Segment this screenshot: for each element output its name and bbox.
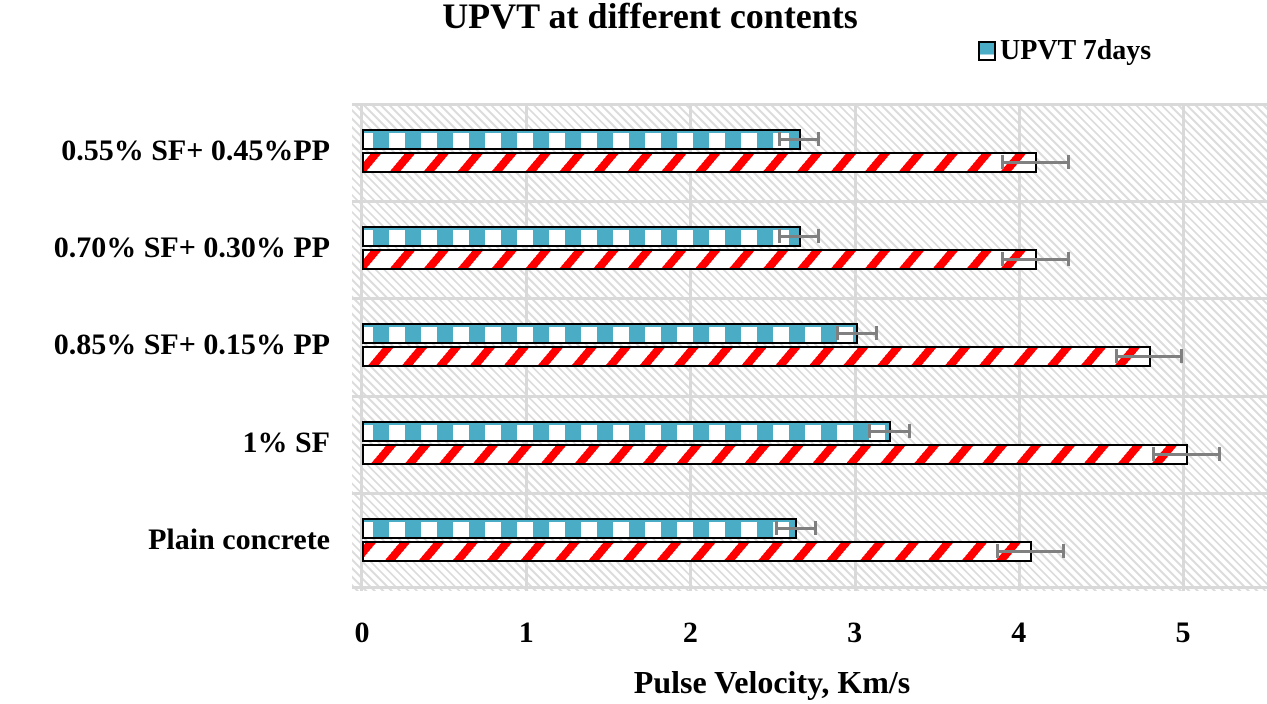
error-bar-cap xyxy=(1114,349,1118,364)
error-bar-cap xyxy=(874,326,878,341)
error-bar-cap xyxy=(907,423,911,438)
y-label: 0.55% SF+ 0.45%PP xyxy=(61,134,330,167)
error-bar xyxy=(836,332,876,336)
x-tick-2: 2 xyxy=(682,616,698,649)
gridline-y-0 xyxy=(352,103,1267,106)
error-bar-cap xyxy=(1067,252,1071,267)
bar-7days-2 xyxy=(362,323,859,345)
error-bar-cap xyxy=(1152,446,1156,461)
error-bar-cap xyxy=(814,520,818,535)
error-bar-cap xyxy=(996,543,1000,558)
x-tick-5: 5 xyxy=(1175,616,1191,649)
error-bar-cap xyxy=(835,326,839,341)
y-axis-line xyxy=(360,103,363,591)
error-bar-cap xyxy=(778,132,782,146)
error-bar xyxy=(1153,452,1220,456)
bar-7days-0 xyxy=(362,129,801,150)
error-bar-cap xyxy=(1180,349,1184,364)
error-bar xyxy=(997,549,1064,553)
bar-series2-3 xyxy=(362,443,1189,465)
legend-label-7days: UPVT 7days xyxy=(1000,35,1152,66)
gridline-y-2 xyxy=(352,297,1267,301)
error-bar-cap xyxy=(1062,543,1066,558)
error-bar-cap xyxy=(1067,155,1071,169)
error-bar-cap xyxy=(817,229,821,244)
gridline-y-4 xyxy=(352,491,1267,495)
y-label: 0.70% SF+ 0.30% PP xyxy=(53,231,330,265)
gridline-y-5 xyxy=(352,586,1267,589)
error-bar xyxy=(1002,258,1069,262)
x-axis-label: Pulse Velocity, Km/s xyxy=(633,664,911,700)
y-label: Plain concrete xyxy=(148,522,330,556)
legend-swatch-7days xyxy=(978,41,996,61)
bar-7days-3 xyxy=(362,420,892,442)
error-bar-cap xyxy=(817,132,821,146)
error-bar xyxy=(869,429,909,433)
chart-title: UPVT at different contents xyxy=(442,0,858,36)
error-bar-cap xyxy=(1001,252,1005,267)
bar-7days-4 xyxy=(362,517,798,539)
error-bar-cap xyxy=(1218,446,1222,461)
x-tick-3: 3 xyxy=(847,616,863,649)
gridline-y-3 xyxy=(352,394,1267,398)
error-bar xyxy=(1002,161,1069,164)
error-bar-cap xyxy=(774,520,778,535)
error-bar xyxy=(1115,355,1182,359)
x-tick-4: 4 xyxy=(1011,616,1027,649)
error-bar-cap xyxy=(778,229,782,244)
error-bar-cap xyxy=(1001,155,1005,169)
gridline-y-1 xyxy=(352,200,1267,204)
plot-area xyxy=(352,103,1267,591)
bar-series2-1 xyxy=(362,249,1038,271)
gridline-x-5 xyxy=(1182,103,1185,591)
bar-series2-0 xyxy=(362,152,1038,173)
bar-7days-1 xyxy=(362,226,801,248)
x-tick-0: 0 xyxy=(354,616,370,649)
y-label: 1% SF xyxy=(242,425,330,459)
error-bar-cap xyxy=(868,423,872,438)
error-bar xyxy=(775,526,816,530)
error-bar xyxy=(779,138,819,141)
error-bar xyxy=(779,235,819,239)
x-tick-1: 1 xyxy=(518,616,534,649)
bar-series2-4 xyxy=(362,540,1033,562)
bar-series2-2 xyxy=(362,346,1151,368)
y-label: 0.85% SF+ 0.15% PP xyxy=(53,328,330,362)
legend: UPVT 7days xyxy=(978,34,1151,68)
